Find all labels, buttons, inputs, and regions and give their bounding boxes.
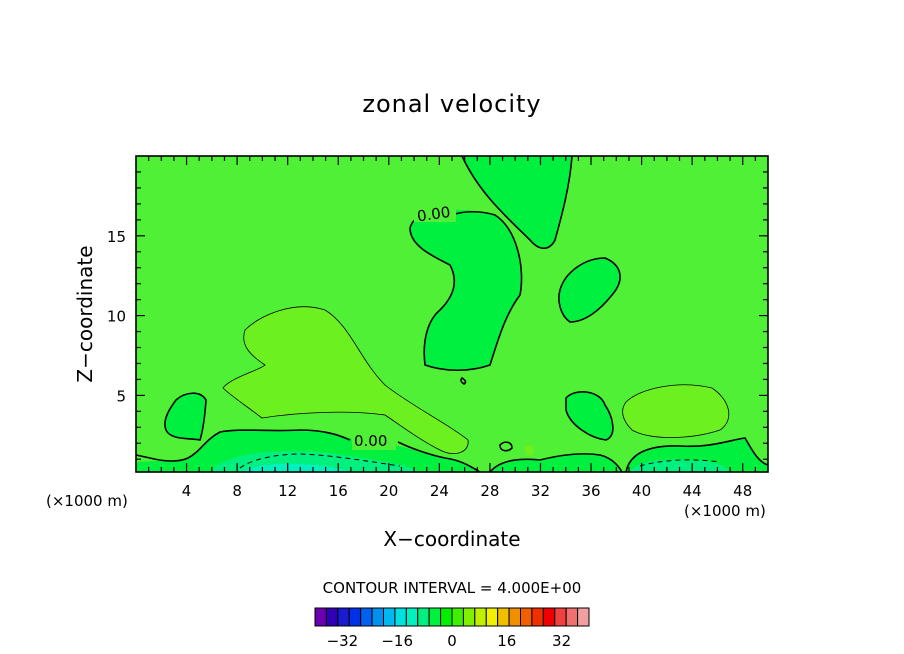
x-unit-right: (×1000 m) — [684, 502, 766, 520]
colorbar-swatch — [394, 607, 407, 627]
negative-region-center — [410, 209, 522, 371]
positive-region-small — [524, 445, 535, 456]
positive-region-east — [622, 384, 729, 438]
colorbar-swatch — [417, 607, 430, 627]
colorbar-swatch — [428, 607, 442, 627]
colorbar-tick-label: −16 — [381, 632, 413, 650]
x-tick-label: 32 — [531, 482, 550, 500]
contour-line-center — [409, 210, 523, 371]
contour-line-right — [558, 257, 621, 323]
colorbar-swatch — [474, 607, 487, 627]
colorbar-swatch — [371, 607, 385, 627]
colorbar-swatch — [508, 607, 522, 627]
contour-lines — [135, 155, 769, 473]
positive-region-west — [223, 306, 469, 454]
x-axis: 4 8 12 16 20 24 28 32 36 40 44 48 — [148, 156, 756, 500]
y-axis-label: Z−coordinate — [73, 245, 97, 382]
colorbar-swatch — [542, 607, 556, 627]
contour-line-left — [164, 392, 207, 441]
x-tick-label: 40 — [632, 482, 651, 500]
colorbar-swatch — [383, 607, 396, 627]
colorbar-tick-label: 32 — [552, 632, 571, 650]
colorbar-swatch — [440, 607, 453, 627]
x-axis-label: X−coordinate — [383, 527, 520, 551]
colorbar-tick-label: 0 — [447, 632, 457, 650]
colorbar: −32 −16 0 16 32 — [314, 607, 590, 650]
negative-dashed-contours — [239, 453, 721, 469]
colorbar-swatch — [405, 607, 419, 627]
x-unit-left: (×1000 m) — [46, 492, 128, 510]
colorbar-swatch — [531, 607, 544, 627]
colorbar-swatch — [360, 607, 373, 627]
y-tick-label: 5 — [116, 387, 126, 405]
contour-line-small-1 — [499, 441, 513, 452]
strongest-negative-region — [240, 463, 350, 472]
x-tick-label: 16 — [329, 482, 348, 500]
contour-label-bottom: 0.00 — [354, 432, 387, 450]
x-tick-label: 48 — [733, 482, 752, 500]
colorbar-swatch — [520, 607, 533, 627]
contour-line-bottom-far-east — [625, 437, 769, 473]
negative-region-top — [462, 156, 572, 249]
plot-area: 0.00 0.00 — [135, 155, 769, 473]
thin-contour-line-west — [222, 306, 469, 454]
contour-line-bottom-east — [489, 453, 623, 473]
colorbar-swatch — [577, 607, 590, 627]
colorbar-swatch — [485, 607, 499, 627]
colorbar-tick-label: −32 — [327, 632, 359, 650]
x-tick-label: 8 — [232, 482, 242, 500]
contour-line-top — [461, 155, 573, 250]
thin-contour-line-east — [622, 384, 730, 438]
colorbar-swatch — [325, 607, 339, 627]
contour-interval-text: CONTOUR INTERVAL = 4.000E+00 — [323, 579, 582, 597]
contour-label-bg-bottom — [352, 432, 396, 450]
positive-contour-lines — [222, 306, 730, 454]
contour-line-bottom — [135, 429, 481, 473]
y-tick-label: 15 — [107, 228, 126, 246]
chart-title: zonal velocity — [362, 90, 541, 118]
colorbar-tick-label: 16 — [497, 632, 516, 650]
y-tick-label: 10 — [107, 308, 126, 326]
contour-label-top: 0.00 — [416, 203, 452, 225]
colorbar-swatch — [565, 607, 579, 627]
dashed-contour-line-west — [239, 453, 401, 469]
x-tick-label: 20 — [379, 482, 398, 500]
colorbar-swatch — [554, 607, 567, 627]
colorbar-swatch — [451, 607, 464, 627]
x-tick-label: 24 — [430, 482, 449, 500]
x-tick-label: 28 — [480, 482, 499, 500]
negative-region-right — [558, 258, 621, 322]
colorbar-swatch — [314, 607, 327, 627]
colorbar-swatch — [497, 607, 510, 627]
x-tick-label: 4 — [182, 482, 192, 500]
colorbar-swatch — [348, 607, 362, 627]
contour-line-mid — [565, 391, 614, 441]
contour-label-bg-top — [414, 204, 456, 222]
x-tick-label: 12 — [278, 482, 297, 500]
x-tick-label: 44 — [683, 482, 702, 500]
colorbar-swatch — [337, 607, 350, 627]
negative-region-bottom-east — [490, 453, 622, 472]
colorbar-swatch — [462, 607, 476, 627]
negative-region-bottom — [136, 430, 480, 472]
dashed-contour-line-east — [639, 459, 721, 467]
x-tick-label: 36 — [581, 482, 600, 500]
negative-region-mid — [566, 391, 613, 440]
negative-region-left — [164, 393, 206, 440]
contour-line-small-2 — [460, 376, 467, 385]
y-axis: 5 10 15 — [107, 171, 768, 460]
